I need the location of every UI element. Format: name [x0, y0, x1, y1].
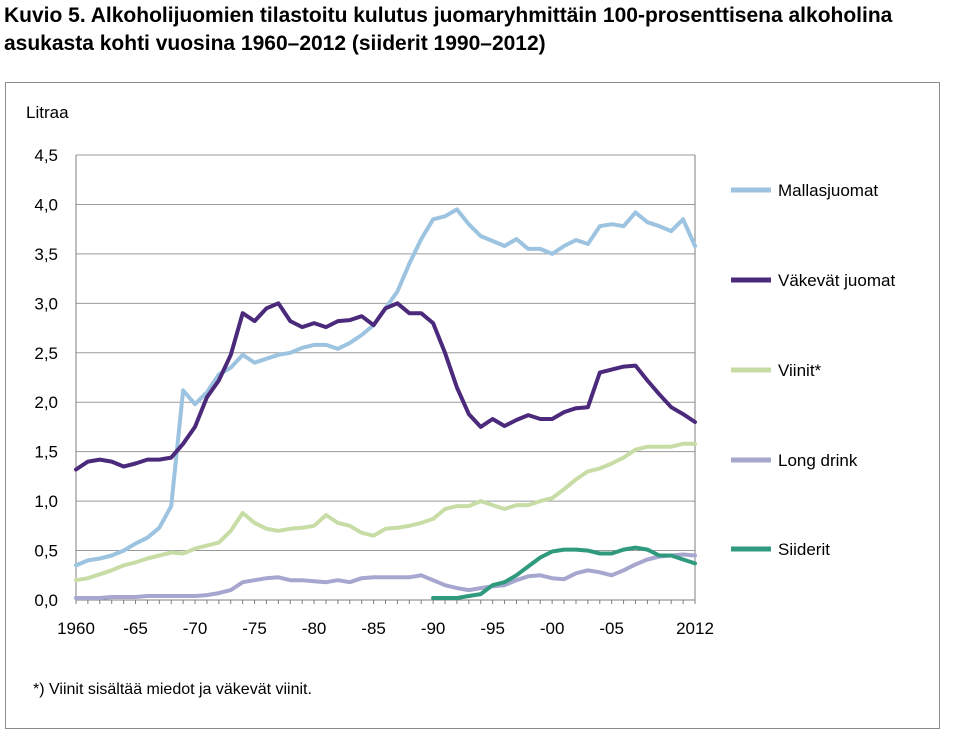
x-tick-label: 2012 — [676, 619, 714, 638]
gridlines — [75, 154, 696, 604]
y-tick-label: 3,0 — [34, 294, 58, 313]
x-tick-label: -85 — [361, 619, 386, 638]
legend-label: Väkevät juomat — [778, 271, 895, 290]
legend: Mallasjuomat Väkevät juomat Viinit* Long dr… — [731, 181, 895, 559]
y-tick-labels: 0,0 0,5 1,0 1,5 2,0 2,5 3,0 3,5 4,0 4,5 — [34, 146, 58, 610]
series-lines — [74, 207, 697, 600]
y-axis-label: Litraa — [26, 103, 69, 122]
x-tick-label: -80 — [302, 619, 327, 638]
series-line-siiderit — [431, 545, 697, 600]
y-tick-label: 2,0 — [34, 393, 58, 412]
x-tick-labels: 1960 -65 -70 -75 -80 -85 -90 -95 -00 -05 2012 — [57, 619, 714, 638]
series-line-väkevät-juomat — [74, 301, 697, 472]
chart-frame — [5, 82, 940, 729]
x-tick-label: -00 — [540, 619, 565, 638]
series-line-mallasjuomat — [74, 207, 697, 568]
y-tick-label: 0,5 — [34, 542, 58, 561]
series-line-long-drink — [74, 552, 697, 600]
legend-label: Long drink — [778, 451, 858, 470]
x-tick-label: 1960 — [57, 619, 95, 638]
y-tick-label: 4,5 — [34, 146, 58, 165]
y-tick-label: 1,5 — [34, 443, 58, 462]
x-tick-label: -75 — [242, 619, 267, 638]
x-tick-label: -95 — [480, 619, 505, 638]
y-tick-label: 2,5 — [34, 344, 58, 363]
y-tick-label: 0,0 — [34, 591, 58, 610]
x-tick-label: -70 — [183, 619, 208, 638]
legend-label: Viinit* — [778, 361, 822, 380]
x-tick-label: -05 — [599, 619, 624, 638]
legend-label: Siiderit — [778, 540, 830, 559]
footnote: *) Viinit sisältää miedot ja väkevät vii… — [33, 681, 312, 698]
y-tick-label: 3,5 — [34, 245, 58, 264]
title-line-2: asukasta kohti vuosina 1960–2012 (siider… — [4, 32, 546, 55]
y-tick-label: 1,0 — [34, 492, 58, 511]
x-tick-label: -90 — [421, 619, 446, 638]
title-line-1: Kuvio 5. Alkoholijuomien tilastoitu kulu… — [4, 4, 893, 27]
chart-title: Kuvio 5. Alkoholijuomien tilastoitu kulu… — [4, 2, 960, 58]
series-line-viinit — [74, 441, 697, 583]
legend-label: Mallasjuomat — [778, 181, 878, 200]
y-tick-label: 4,0 — [34, 195, 58, 214]
x-tick-label: -65 — [123, 619, 148, 638]
